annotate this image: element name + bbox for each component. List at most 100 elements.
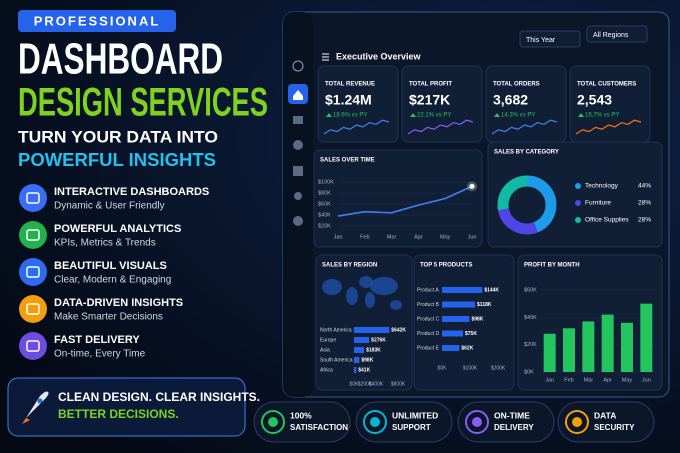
- feature-glyph: [26, 340, 40, 352]
- map-region: [359, 276, 373, 288]
- filter[interactable]: [586, 25, 648, 43]
- card-title: SALES OVER TIME: [320, 158, 375, 164]
- kpi-label: TOTAL CUSTOMERS: [577, 82, 636, 88]
- x-tick-label: $800K: [391, 381, 406, 387]
- x-tick-label: $200K: [491, 365, 506, 371]
- feature-title: POWERFUL ANALYTICS: [54, 223, 181, 235]
- filter[interactable]: [519, 30, 581, 48]
- y-tick-label: $60K: [318, 201, 331, 207]
- filter-label: All Regions: [593, 32, 629, 39]
- card: [487, 141, 663, 248]
- sidebar-icons: [292, 60, 304, 226]
- feature-title: FAST DELIVERY: [54, 334, 140, 346]
- bar-label: Product D: [417, 331, 440, 337]
- x-tick-label: Mar: [584, 377, 594, 383]
- bar-value: $98K: [471, 316, 483, 322]
- x-tick-label: $200K: [358, 381, 373, 387]
- map-region: [365, 292, 375, 308]
- sparkline: [323, 119, 390, 135]
- x-tick-label: Jan: [545, 377, 554, 383]
- kpi-change: 18.6% vs PY: [333, 113, 367, 119]
- feature-subtitle: Make Smarter Decisions: [54, 312, 163, 323]
- x-tick-label: Apr: [603, 377, 612, 383]
- badge-icon-core: [370, 417, 380, 427]
- map-region: [370, 277, 398, 295]
- bar-value: $75K: [465, 331, 477, 337]
- kpi-value: $1.24M: [325, 92, 372, 108]
- bar: [354, 327, 390, 333]
- badge-line1: DATA: [594, 410, 616, 420]
- menu-icon: [322, 53, 329, 61]
- x-tick-label: Apr: [414, 234, 423, 240]
- feature-icon: [19, 184, 47, 212]
- y-tick-label: $40K: [524, 315, 537, 321]
- badge-icon: [465, 410, 489, 434]
- sparkline: [407, 119, 474, 135]
- feature-title: INTERACTIVE DASHBOARDS: [54, 186, 209, 198]
- feature-subtitle: Dynamic & User Friendly: [54, 201, 165, 212]
- bar: [563, 328, 575, 372]
- feature-icon: [19, 332, 47, 360]
- badge-line2: DELIVERY: [494, 423, 534, 432]
- bar: [354, 347, 365, 353]
- badge-line1: ON-TIME: [494, 410, 530, 420]
- x-tick-label: Jan: [334, 234, 343, 240]
- card: [313, 149, 483, 248]
- kpi-value: $217K: [409, 92, 450, 108]
- map-region: [322, 279, 342, 295]
- y-tick-label: $0K: [524, 369, 534, 375]
- bar-label: Asia: [320, 347, 330, 353]
- badge-bg: [18, 10, 176, 32]
- feature-glyph: [26, 266, 40, 278]
- x-tick-label: $100K: [463, 365, 478, 371]
- bar: [582, 321, 595, 372]
- bar: [354, 337, 370, 343]
- bar-label: Africa: [320, 367, 333, 373]
- legend-label: Office Supplies: [585, 217, 629, 224]
- legend-label: Technology: [585, 183, 619, 190]
- legend-swatch: [575, 200, 581, 206]
- feature-glyph: [26, 192, 40, 204]
- legend-swatch: [575, 183, 581, 189]
- bar-label: Europe: [320, 337, 336, 343]
- feature-subtitle: KPIs, Metrics & Trends: [54, 238, 156, 249]
- headline: DASHBOARD: [18, 35, 223, 84]
- bar: [442, 301, 476, 308]
- legend-label: Furniture: [585, 200, 611, 207]
- sales-line: [337, 185, 473, 217]
- feature-subtitle: Clear, Modern & Engaging: [54, 275, 171, 286]
- tagline: CLEAN DESIGN. CLEAR INSIGHTS.: [58, 390, 260, 404]
- badge-icon-core: [472, 417, 482, 427]
- map-region: [390, 300, 402, 310]
- y-tick-label: $100K: [318, 179, 334, 185]
- up-arrow: [578, 113, 584, 117]
- bar-value: $183K: [366, 347, 381, 353]
- card-title: SALES BY REGION: [322, 263, 377, 269]
- sparkline: [575, 119, 642, 135]
- card-title: TOP 5 PRODUCTS: [420, 263, 472, 269]
- kpi-change: 16.7% vs PY: [585, 113, 619, 119]
- bar: [442, 330, 463, 337]
- feature-icon: [19, 295, 47, 323]
- kpi-label: TOTAL REVENUE: [325, 82, 375, 88]
- bar-label: Product C: [417, 316, 440, 322]
- legend-value: 44%: [638, 183, 651, 190]
- bar: [601, 314, 614, 372]
- headline-accent: DESIGN SERVICES: [18, 81, 268, 125]
- x-tick-label: Jun: [642, 377, 651, 383]
- bar: [640, 303, 653, 372]
- x-tick-label: $0K: [438, 365, 448, 371]
- bar: [442, 345, 460, 351]
- map-region: [346, 287, 358, 305]
- line-end: [469, 183, 475, 189]
- bar-value: $98K: [361, 357, 373, 363]
- bar: [442, 287, 483, 293]
- bar-value: $642K: [391, 327, 406, 333]
- kpi-value: 3,682: [493, 92, 528, 108]
- feature-title: BEAUTIFUL VISUALS: [54, 260, 167, 272]
- bar: [621, 322, 633, 372]
- x-tick-label: $0K: [350, 381, 360, 387]
- badge-line2: SECURITY: [594, 423, 635, 432]
- kpi-value: 2,543: [577, 92, 612, 108]
- bar: [442, 316, 470, 322]
